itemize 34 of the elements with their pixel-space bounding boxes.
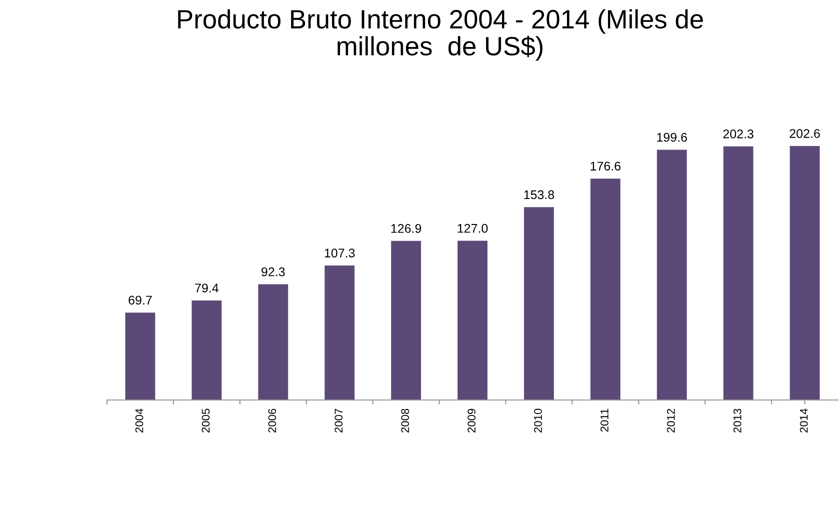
data-label: 153.8 xyxy=(524,190,554,200)
x-tick-label: 2010 xyxy=(534,408,542,432)
data-label: 199.6 xyxy=(657,132,687,142)
bar xyxy=(458,240,488,400)
data-label: 202.6 xyxy=(790,129,820,138)
bar xyxy=(790,146,820,400)
bar xyxy=(192,300,222,400)
x-tick-label: 2009 xyxy=(468,408,476,432)
bar xyxy=(391,240,421,400)
bar xyxy=(723,146,754,400)
data-label: 127.0 xyxy=(458,224,488,233)
x-tick-label: 2006 xyxy=(268,408,276,432)
data-label: 79.4 xyxy=(195,284,218,292)
bar xyxy=(258,284,288,400)
x-tick-label: 2014 xyxy=(800,408,808,432)
data-label: 69.7 xyxy=(128,296,152,305)
x-tick-label: 2008 xyxy=(401,408,410,432)
data-label: 107.3 xyxy=(324,248,355,258)
x-tick-label: 2011 xyxy=(600,408,608,432)
data-label: 92.3 xyxy=(262,267,285,276)
data-label: 202.3 xyxy=(723,130,754,138)
x-tick-label: 2012 xyxy=(666,408,675,432)
data-label: 126.9 xyxy=(391,224,422,233)
bar xyxy=(324,265,355,400)
bar xyxy=(656,150,687,400)
data-label: 176.6 xyxy=(590,162,620,171)
x-tick-label: 2007 xyxy=(334,408,343,432)
x-tick-label: 2005 xyxy=(202,408,210,432)
bar xyxy=(524,207,554,400)
bar xyxy=(590,178,620,400)
x-tick-label: 2013 xyxy=(733,408,742,432)
bar xyxy=(125,312,156,400)
x-tick-label: 2004 xyxy=(135,408,144,432)
chart-title: Producto Bruto Interno 2004 - 2014 (Miles de millones de US$) xyxy=(178,9,703,61)
